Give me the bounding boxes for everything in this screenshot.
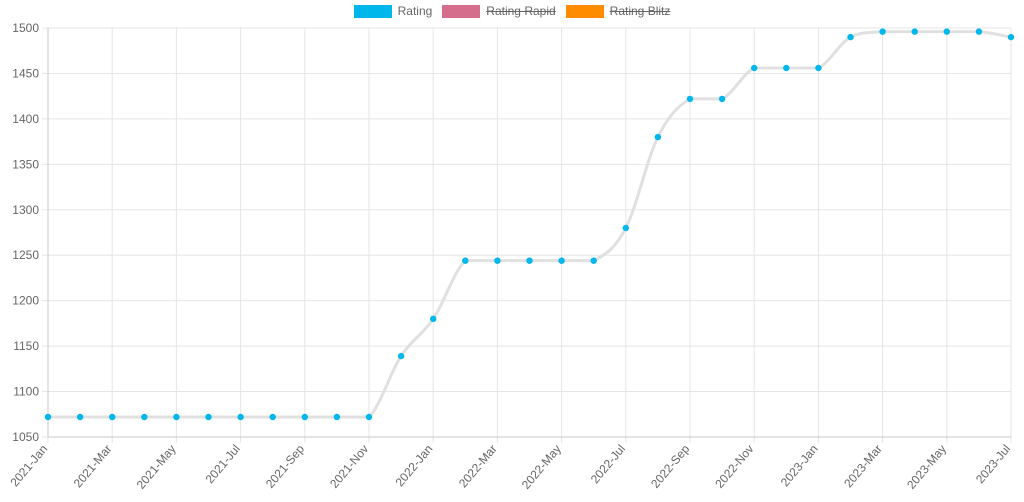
legend-label-rating-rapid: Rating Rapid — [486, 4, 556, 18]
data-point — [301, 413, 308, 421]
legend-swatch-rating — [353, 4, 392, 18]
grid — [42, 27, 1012, 443]
data-point — [109, 413, 116, 421]
data-point — [237, 413, 244, 421]
x-tick-label: 2021-Jul — [203, 442, 243, 486]
legend-item-rating-blitz[interactable]: Rating Blitz — [565, 4, 671, 18]
data-point — [269, 413, 276, 421]
data-point — [462, 257, 469, 264]
series-line-rating — [48, 30, 1012, 419]
legend-item-rating[interactable]: Rating — [353, 4, 433, 18]
y-tick-label: 1300 — [12, 203, 39, 217]
data-point — [44, 413, 52, 421]
data-point — [173, 413, 180, 421]
y-tick-label: 1250 — [12, 248, 39, 262]
y-tick-label: 1450 — [12, 66, 39, 80]
data-point — [847, 33, 854, 41]
data-point — [526, 257, 533, 264]
y-tick-label: 1100 — [13, 385, 39, 399]
data-point — [622, 224, 629, 232]
x-tick-label: 2021-Sep — [263, 442, 307, 491]
data-point — [879, 28, 886, 35]
data-point — [911, 28, 918, 35]
data-point — [975, 28, 983, 35]
data-point — [686, 95, 694, 103]
x-tick-label: 2021-Jan — [7, 442, 50, 489]
data-point — [558, 257, 565, 264]
data-point — [943, 28, 950, 35]
x-tick-label: 2021-Nov — [327, 442, 371, 491]
chart-legend: Rating Rating Rapid Rating Blitz — [0, 4, 1024, 18]
x-tick-label: 2022-Mar — [456, 442, 500, 490]
data-point — [430, 315, 437, 323]
data-point — [76, 413, 84, 421]
data-point — [333, 413, 341, 421]
data-point — [141, 413, 148, 421]
data-point — [815, 64, 822, 72]
y-tick-label: 1200 — [12, 294, 39, 308]
x-tick-label: 2023-Mar — [841, 442, 885, 490]
x-tick-label: 2023-May — [904, 442, 949, 492]
legend-label-rating: Rating — [397, 4, 433, 18]
legend-swatch-rating-blitz — [565, 4, 604, 18]
data-point — [397, 352, 405, 360]
x-tick-label: 2022-Jul — [588, 442, 628, 486]
y-tick-label: 1500 — [12, 21, 39, 35]
x-tick-label: 2022-Nov — [712, 442, 756, 491]
x-tick-label: 2021-May — [134, 442, 179, 492]
x-tick-label: 2023-Jan — [778, 442, 821, 489]
legend-label-rating-blitz: Rating Blitz — [609, 4, 671, 18]
data-point — [205, 413, 212, 421]
data-point — [654, 133, 662, 141]
data-point — [783, 64, 790, 72]
y-tick-label: 1050 — [12, 430, 39, 444]
y-tick-label: 1150 — [13, 339, 39, 353]
legend-item-rating-rapid[interactable]: Rating Rapid — [442, 4, 556, 18]
data-point — [1007, 33, 1015, 41]
x-tick-label: 2022-Jan — [393, 442, 436, 489]
data-point — [365, 413, 373, 421]
data-point — [751, 64, 758, 72]
y-tick-label: 1350 — [12, 157, 39, 171]
data-point — [494, 257, 501, 264]
x-tick-label: 2023-Jul — [973, 442, 1013, 486]
legend-swatch-rating-rapid — [442, 4, 481, 18]
x-tick-label: 2022-Sep — [648, 442, 692, 491]
data-point — [718, 95, 726, 103]
x-tick-label: 2022-May — [519, 442, 564, 492]
x-tick-label: 2021-Mar — [71, 442, 115, 490]
y-tick-label: 1400 — [12, 112, 39, 126]
data-point — [590, 257, 597, 264]
